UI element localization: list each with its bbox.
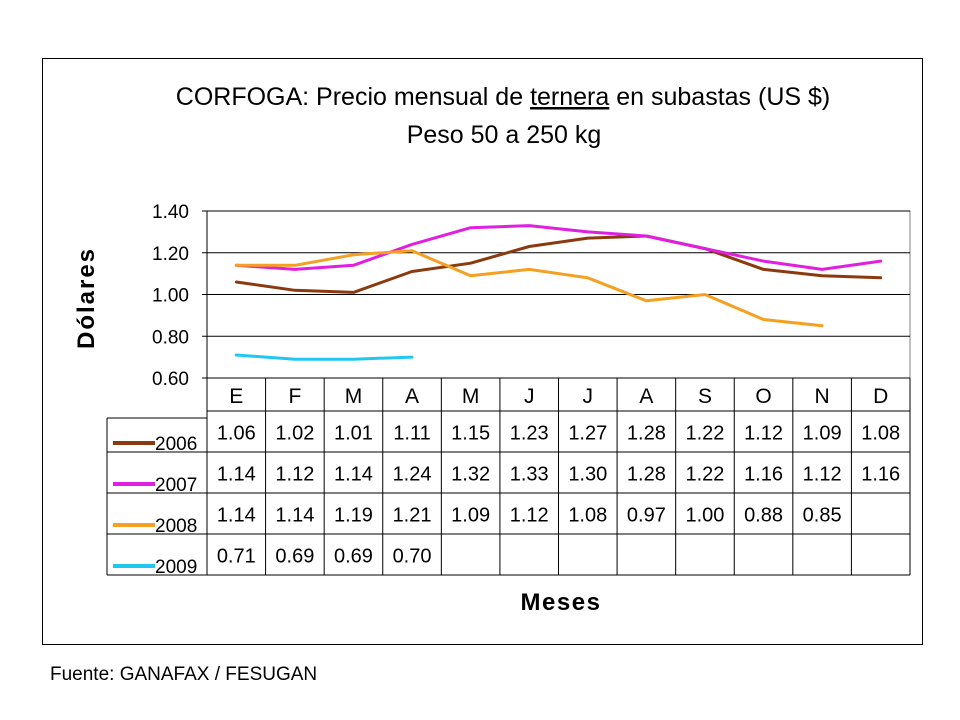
data-label: 1.19 [334,505,373,527]
data-label: 0.71 [217,546,256,568]
data-label: 1.09 [803,423,842,445]
data-label: 1.14 [275,505,314,527]
x-tick-label: M [345,385,363,408]
data-label: 1.16 [744,464,783,486]
y-tick-label: 1.00 [152,286,189,307]
x-tick-label: E [229,385,243,408]
data-label: 1.14 [334,464,373,486]
data-label: 1.27 [568,423,607,445]
source-footer: Fuente: GANAFAX / FESUGAN [50,664,318,685]
data-label: 1.32 [451,464,490,486]
x-tick-label: J [524,385,535,408]
title-part-2: ternera [530,83,609,111]
legend-label-2008: 2008 [155,516,197,537]
y-tick-label: 1.40 [152,202,189,223]
x-tick-label: F [288,385,301,408]
data-label: 0.69 [334,546,373,568]
data-label: 1.01 [334,423,373,445]
data-label: 1.11 [393,423,430,445]
data-label: 1.21 [393,505,432,527]
data-label: 1.12 [510,505,549,527]
legend-label-2006: 2006 [155,434,197,455]
data-label: 1.23 [510,423,549,445]
data-label: 0.69 [275,546,314,568]
data-label: 1.33 [510,464,549,486]
data-label: 1.12 [803,464,842,486]
x-tick-label: O [755,385,771,408]
x-axis-label: Meses [521,589,602,616]
data-label: 1.30 [568,464,607,486]
y-axis-label: Dólares [73,247,100,349]
data-label: 1.14 [217,505,256,527]
x-tick-label: J [583,385,594,408]
data-label: 1.12 [744,423,783,445]
title-part-3: en subastas (US $) [609,83,830,111]
x-tick-label: A [405,385,419,408]
x-tick-label: D [873,385,888,408]
plot-grid: 0.60 0.80 1.00 1.20 1.40 [152,202,911,390]
y-tick-label: 1.20 [152,244,189,265]
legend-label-2007: 2007 [155,475,197,496]
data-label: 1.22 [685,423,724,445]
data-label: 1.08 [861,423,900,445]
data-label: 1.22 [685,464,724,486]
data-label: 1.24 [393,464,432,486]
chart-subtitle: Peso 50 a 250 kg [407,121,602,149]
line-chart: CORFOGA: Precio mensual de ternera en su… [73,83,911,616]
x-tick-label: A [639,385,653,408]
series-line-2006 [234,234,883,294]
data-label: 1.06 [217,423,256,445]
data-label: 1.16 [861,464,900,486]
title-part-1: CORFOGA: Precio mensual de [176,83,530,111]
x-tick-label: N [815,385,830,408]
data-table: E F M A M J J A S O N D 2006 1.06 1.02 1.01 1.11 1.15 1.23… [106,378,911,578]
data-label: 0.88 [744,505,783,527]
series-line-2009 [234,353,414,361]
data-label: 0.70 [393,546,432,568]
data-label: 0.97 [627,505,666,527]
data-label: 1.15 [451,423,490,445]
data-label: 1.28 [627,464,666,486]
series-line-2007 [234,224,883,271]
data-label: 1.14 [217,464,256,486]
x-tick-label: M [462,385,480,408]
data-label: 0.85 [803,505,842,527]
legend-label-2009: 2009 [155,557,197,578]
y-tick-label: 0.60 [152,369,189,390]
data-label: 1.02 [275,423,314,445]
data-label: 1.12 [275,464,314,486]
data-label: 1.00 [685,505,724,527]
series-line-2008 [234,249,824,328]
data-label: 1.09 [451,505,490,527]
chart-frame: CORFOGA: Precio mensual de ternera en su… [42,58,923,645]
data-label: 1.08 [568,505,607,527]
chart-title: CORFOGA: Precio mensual de ternera en su… [176,83,830,111]
x-tick-label: S [698,385,712,408]
plot-lines [234,224,883,361]
data-label: 1.28 [627,423,666,445]
y-tick-label: 0.80 [152,327,189,348]
